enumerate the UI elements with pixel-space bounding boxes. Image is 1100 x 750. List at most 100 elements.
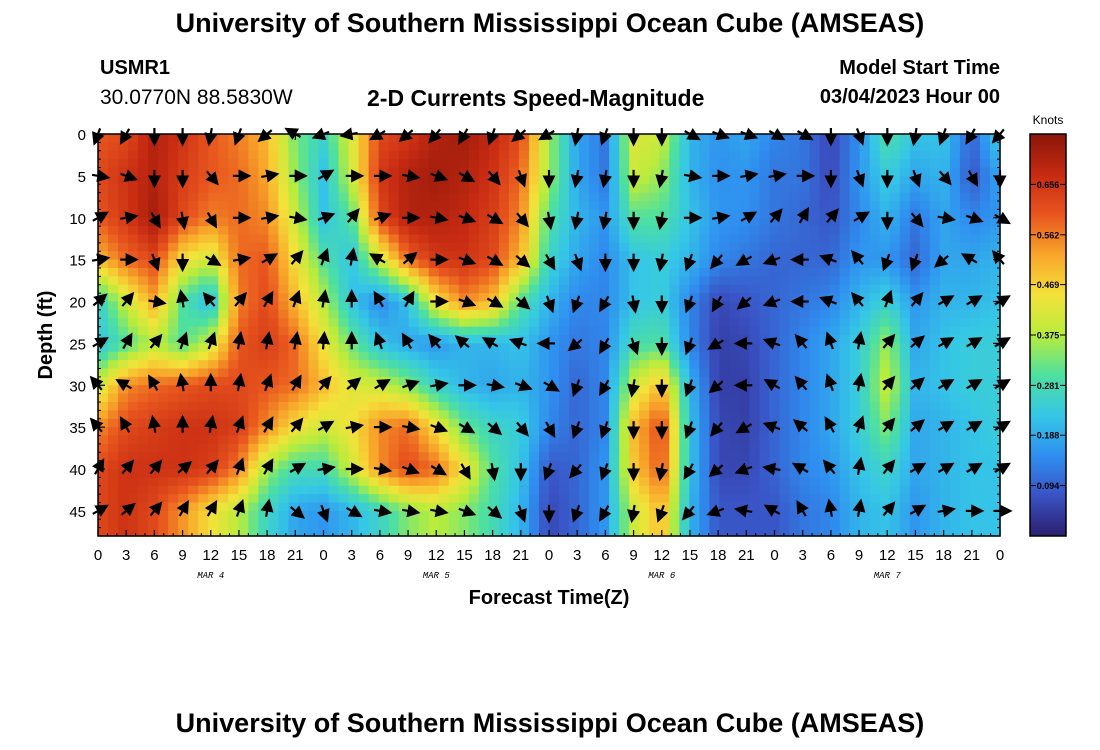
heat-cell (969, 234, 981, 244)
current-arrow (626, 295, 640, 314)
heat-cell (929, 410, 941, 420)
heat-cell (649, 427, 660, 437)
current-arrow (288, 289, 302, 308)
heat-cell (198, 402, 209, 411)
heat-cell (438, 360, 450, 370)
heat-cell (538, 201, 550, 210)
heat-cell (989, 226, 1001, 236)
heat-cell (468, 159, 480, 169)
heat-cell (909, 410, 921, 420)
heat-cell (208, 527, 219, 537)
heat-cell (388, 527, 400, 537)
current-arrow (852, 372, 866, 392)
heat-cell (328, 134, 340, 143)
heat-cell (549, 226, 560, 236)
heat-cell (849, 201, 861, 210)
heat-cell (338, 150, 350, 160)
heat-cell (669, 201, 680, 210)
heat-cell (929, 217, 941, 227)
heat-cell (228, 175, 239, 185)
heat-cell (849, 402, 861, 411)
heat-cell (859, 284, 871, 294)
heat-cell (859, 234, 871, 244)
heat-cell (649, 343, 660, 353)
heat-cell (719, 226, 730, 236)
heat-cell (488, 443, 500, 453)
heat-cell (839, 159, 851, 169)
heat-cell (138, 402, 149, 411)
heat-cell (709, 184, 720, 194)
heat-cell (318, 268, 330, 277)
heat-cell (298, 418, 310, 428)
current-arrow (318, 375, 332, 391)
heat-cell (308, 427, 320, 437)
heat-cell (378, 234, 390, 244)
heat-cell (579, 410, 590, 420)
heat-cell (599, 360, 610, 370)
heat-cell (829, 217, 841, 227)
heat-cell (228, 192, 239, 202)
heat-cell (338, 242, 350, 252)
heat-cell (428, 485, 440, 495)
heat-cell (98, 309, 109, 319)
heat-cell (919, 452, 931, 462)
current-arrow (852, 498, 866, 517)
heat-cell (528, 494, 540, 504)
current-arrow (966, 420, 983, 434)
heat-cell (629, 192, 640, 202)
heat-cell (779, 494, 791, 504)
heat-cell (919, 360, 931, 370)
heat-cell (168, 351, 179, 361)
heat-cell (198, 343, 209, 353)
heat-cell (719, 276, 730, 286)
heat-cell (939, 284, 951, 294)
heat-cell (398, 309, 410, 319)
heat-cell (649, 494, 660, 504)
current-arrow (202, 291, 217, 307)
heat-cell (969, 527, 981, 537)
x-axis-label: Forecast Time(Z) (469, 587, 630, 609)
heat-cell (719, 301, 730, 311)
heat-cell (538, 460, 550, 470)
heat-cell (859, 167, 871, 177)
current-arrow (736, 296, 752, 310)
heat-cell (709, 209, 720, 219)
heat-cell (158, 309, 169, 319)
heat-cell (669, 234, 680, 244)
heat-cell (428, 402, 440, 411)
heat-cell (108, 477, 119, 487)
heat-cell (98, 510, 109, 520)
heat-cell (609, 427, 620, 437)
heat-cell (428, 527, 440, 537)
heat-cell (358, 159, 370, 169)
heat-cell (428, 251, 440, 261)
heat-cell (719, 368, 730, 378)
heat-cell (518, 402, 530, 411)
heat-cell (278, 510, 290, 520)
heat-cell (308, 318, 320, 328)
current-arrow (791, 462, 809, 476)
heat-cell (719, 527, 730, 537)
heat-cell (418, 360, 430, 370)
heat-cell (689, 201, 700, 210)
heat-cell (168, 485, 179, 495)
heat-cell (729, 234, 741, 244)
heat-cell (979, 217, 991, 227)
heat-cell (859, 510, 871, 520)
heat-cell (959, 494, 971, 504)
heat-cell (909, 268, 921, 277)
heat-cell (789, 393, 801, 403)
heat-cell (659, 159, 670, 169)
heat-cell (488, 159, 500, 169)
heat-cell (659, 368, 670, 378)
heat-cell (158, 494, 169, 504)
heat-cell (639, 443, 650, 453)
x-tick-label: 6 (150, 547, 158, 564)
heat-cell (188, 142, 199, 152)
heat-cell (979, 159, 991, 169)
heat-cell (649, 134, 660, 143)
heat-cell (338, 368, 350, 378)
heat-cell (599, 485, 610, 495)
heat-cell (869, 469, 881, 478)
heat-cell (138, 410, 149, 420)
